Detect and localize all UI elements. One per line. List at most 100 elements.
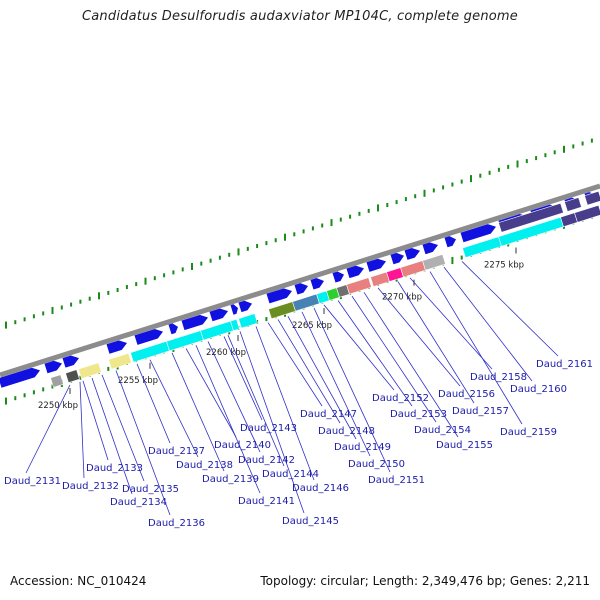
gc-dot <box>321 223 324 228</box>
gc-dot <box>572 144 575 149</box>
gene-block <box>498 202 564 233</box>
gc-dot <box>42 387 45 392</box>
gene-label: Daud_2144 <box>262 469 319 480</box>
gc-dot <box>209 258 212 263</box>
gc-dot <box>60 305 63 310</box>
gc-dot <box>460 255 463 260</box>
leader-line <box>207 341 261 453</box>
reverse-gene-block <box>238 313 258 329</box>
gene-arrow <box>266 288 293 304</box>
leader-line <box>277 319 341 424</box>
gc-dot <box>218 255 221 260</box>
reverse-gene-block <box>65 369 80 384</box>
gene-label: Daud_2132 <box>62 481 119 492</box>
gene-block <box>346 277 372 295</box>
gene-arrow <box>366 258 387 272</box>
gc-dot <box>535 156 538 161</box>
leader-line <box>377 287 461 387</box>
gc-dot <box>590 138 593 143</box>
gene-labels: Daud_2131 Daud_2132 Daud_2133 Daud_2134 Daud… <box>4 359 593 529</box>
gene-label: Daud_2145 <box>282 516 339 527</box>
gene-label: Daud_2134 <box>110 497 167 508</box>
gene-block <box>268 301 296 320</box>
leader-line <box>429 271 523 425</box>
gene-arrow <box>168 323 178 335</box>
gene-arrow <box>230 304 239 315</box>
leader-line <box>171 352 225 472</box>
gc-dot <box>5 397 7 405</box>
gc-dot <box>163 273 166 278</box>
gc-dot <box>32 314 35 319</box>
gene-block <box>370 271 390 287</box>
forward-gene-arrow <box>181 314 209 331</box>
gene-block <box>400 260 426 278</box>
gene-arrow <box>0 367 41 388</box>
gene-arrow <box>346 265 364 279</box>
scale-label: 2250 kbp <box>38 401 78 411</box>
gc-dot <box>265 317 268 322</box>
gene-block <box>78 362 102 379</box>
leader-line <box>461 261 559 357</box>
scale-label: 2265 kbp <box>292 321 332 331</box>
gene-block <box>50 374 64 388</box>
gene-label: Daud_2139 <box>202 474 259 485</box>
scale-ticks: 2250 kbp 2255 kbp 2260 kbp 2265 kbp 2270 kbp… <box>38 247 524 411</box>
gc-dot <box>414 194 417 199</box>
leader-line <box>149 359 199 458</box>
leader-line <box>323 304 395 391</box>
gene-block <box>130 340 170 363</box>
gene-arrow <box>134 328 163 345</box>
gene-label: Daud_2152 <box>372 393 429 404</box>
leader-line <box>223 336 263 421</box>
forward-gene-arrow <box>444 236 457 248</box>
genome-title: Candidatus Desulforudis audaxviator MP10… <box>81 9 518 24</box>
gene-label: Daud_2150 <box>348 459 405 470</box>
forward-gene-arrow <box>230 304 239 315</box>
gc-dot <box>563 145 565 153</box>
gc-dot <box>423 189 426 197</box>
gene-label: Daud_2147 <box>300 409 357 420</box>
gene-arrow <box>332 271 345 283</box>
gc-dot <box>125 285 128 289</box>
gc-dot <box>228 252 231 257</box>
gene-arrow <box>444 236 457 248</box>
gc-dot <box>553 150 556 155</box>
label-leader-lines <box>25 261 559 516</box>
gc-dot <box>460 179 463 184</box>
gc-dot <box>32 390 35 395</box>
gc-dot <box>293 232 296 237</box>
leader-line <box>101 374 145 482</box>
gc-dot <box>479 173 482 178</box>
gc-dot <box>507 164 510 169</box>
slate-gene-block <box>564 197 582 212</box>
gc-dot <box>497 167 500 172</box>
gc-dot <box>70 302 73 307</box>
gene-arrow <box>294 283 309 295</box>
leader-line <box>82 380 109 461</box>
gene-label: Daud_2140 <box>214 440 271 451</box>
gene-features <box>0 190 600 388</box>
gene-label: Daud_2155 <box>436 440 493 451</box>
forward-gene-arrow <box>332 271 345 283</box>
forward-gene-arrow <box>209 308 229 322</box>
gc-dot <box>79 299 82 304</box>
leader-line <box>397 281 475 404</box>
gc-dot <box>42 311 45 316</box>
backbone-line <box>0 183 600 378</box>
gc-dot <box>88 296 91 301</box>
reverse-gene-block <box>78 362 102 379</box>
reverse-gene-block <box>400 260 426 278</box>
gc-dot <box>488 170 491 175</box>
forward-gene-arrow <box>294 283 309 295</box>
leader-line <box>25 384 71 474</box>
forward-gene-arrow <box>460 224 497 243</box>
gc-dot <box>181 267 184 272</box>
gene-label: Daud_2141 <box>238 496 295 507</box>
leader-line <box>239 331 305 514</box>
forward-gene-arrow <box>266 288 293 304</box>
gc-dot <box>200 261 203 266</box>
gc-dot <box>237 248 240 256</box>
reverse-gene-block <box>108 352 132 370</box>
leader-line <box>337 300 413 407</box>
